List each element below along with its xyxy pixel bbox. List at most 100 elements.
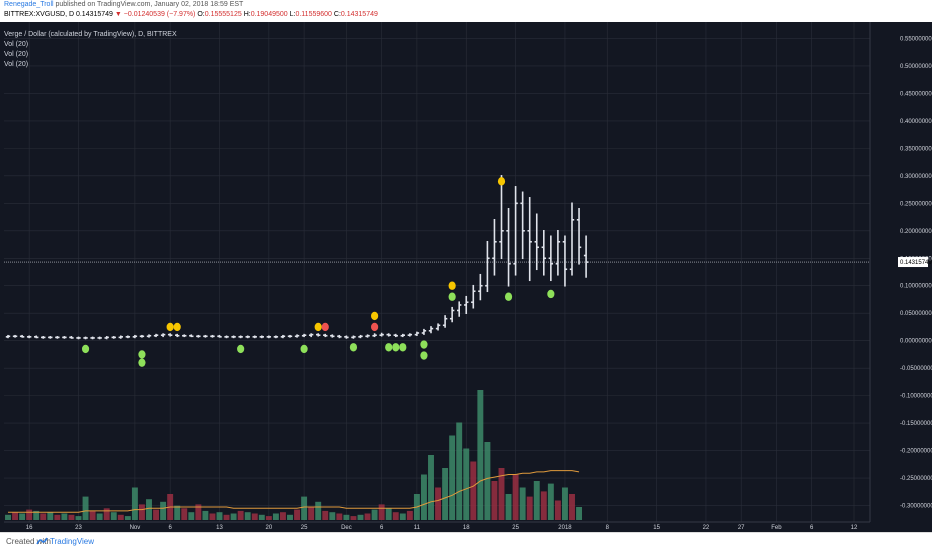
ohlc-bar[interactable] [323,333,328,338]
ohlc-bar[interactable] [478,273,483,301]
ohlc-bar[interactable] [464,295,469,315]
signal-dot-green [547,289,555,299]
ohlc-bar[interactable] [520,191,525,260]
ohlc-bar[interactable] [555,229,561,276]
ohlc-bar[interactable] [48,336,53,339]
ohlc-bar[interactable] [527,197,532,282]
ohlc-bar[interactable] [485,240,490,293]
ohlc-bar[interactable] [273,335,279,339]
ohlc-bar[interactable] [217,334,222,338]
ohlc-bar[interactable] [189,334,194,338]
ohlc-bar[interactable] [69,336,74,339]
volume-bar [329,512,336,520]
ohlc-bar[interactable] [442,315,448,328]
volume-bar [512,474,519,520]
ohlc-bar[interactable] [492,219,497,276]
ohlc-bar[interactable] [175,333,180,338]
ohlc-bar[interactable] [583,235,589,278]
ohlc-bar[interactable] [259,335,264,339]
ohlc-bar[interactable] [576,208,582,265]
ohlc-bar[interactable] [104,336,109,340]
ohlc-bar[interactable] [308,333,314,338]
ohlc-bar[interactable] [153,333,159,338]
ohlc-bar[interactable] [139,334,145,338]
ohlc-bar[interactable] [210,334,215,338]
ohlc-bar[interactable] [330,334,335,338]
ohlc-bar[interactable] [428,326,434,334]
legend-vol-3[interactable]: Vol (20) [4,61,29,68]
ohlc-bar[interactable] [203,334,208,338]
ohlc-bar[interactable] [471,284,476,309]
ohlc-bar[interactable] [83,336,88,340]
ohlc-bar[interactable] [231,335,236,339]
ohlc-bar[interactable] [111,336,116,339]
ohlc-bar[interactable] [266,335,272,339]
ohlc-bar[interactable] [358,334,363,339]
ohlc-bar[interactable] [534,213,539,271]
ohlc-bar[interactable] [499,175,504,260]
ohlc-bar[interactable] [541,229,546,276]
ohlc-bar[interactable] [238,335,243,339]
ohlc-bar[interactable] [393,333,398,338]
ohlc-bar[interactable] [26,335,32,339]
ohlc-bar[interactable] [421,328,427,335]
ohlc-bar[interactable] [457,301,462,317]
ohlc-bar[interactable] [372,333,377,338]
ohlc-bar[interactable] [386,333,391,337]
ohlc-bar[interactable] [287,334,293,338]
ohlc-bar[interactable] [90,336,95,340]
ohlc-bar[interactable] [365,334,370,338]
ohlc-bar[interactable] [548,235,554,282]
ohlc-bar[interactable] [224,335,229,339]
ohlc-bar[interactable] [337,334,342,339]
ohlc-bar[interactable] [41,336,46,339]
legend-vol-1[interactable]: Vol (20) [4,41,29,48]
ohlc-bar[interactable] [5,334,11,339]
ohlc-bar[interactable] [167,333,173,337]
ohlc-bar[interactable] [562,235,568,287]
legend-vol-2[interactable]: Vol (20) [4,51,29,58]
ohlc-bar[interactable] [280,334,286,339]
signal-dot-red [371,322,379,332]
volume-bar [5,514,11,520]
tradingview-brand-link[interactable]: TradingView [50,537,95,546]
volume-bar [456,422,463,520]
ohlc-bar[interactable] [97,336,102,340]
ohlc-bar[interactable] [301,333,307,338]
ohlc-bar[interactable] [34,335,39,339]
ohlc-bar[interactable] [245,335,250,339]
ohlc-bar[interactable] [351,335,356,339]
ohlc-bar[interactable] [414,331,420,336]
ohlc-bar[interactable] [513,186,518,276]
signal-dot-green [138,358,146,367]
ohlc-bar[interactable] [506,208,511,287]
ohlc-bar[interactable] [344,335,349,339]
ohlc-bar[interactable] [19,334,25,338]
ohlc-bar[interactable] [160,333,166,338]
ohlc-bar[interactable] [12,334,18,338]
ohlc-bar[interactable] [146,334,152,338]
ohlc-bar[interactable] [55,336,60,339]
ohlc-bar[interactable] [132,334,138,339]
ohlc-bar[interactable] [449,306,455,323]
ohlc-bar[interactable] [379,332,384,337]
ohlc-bar[interactable] [407,333,413,337]
volume-bar [385,508,392,520]
volume-bar [392,512,399,520]
ohlc-bar[interactable] [316,333,321,337]
ohlc-bar[interactable] [196,334,201,338]
ohlc-bar[interactable] [252,335,257,339]
price-chart[interactable]: 0.55000000 0.50000000 0.45000000 0.40000000… [0,22,932,532]
ohlc-bar[interactable] [125,335,131,339]
ohlc-bar[interactable] [118,335,123,339]
ohlc-bar[interactable] [400,333,405,338]
ohlc-bar[interactable] [182,334,187,338]
y-tick-label: 0.10000000 [900,284,932,290]
ohlc-bar[interactable] [569,202,575,276]
ohlc-bar[interactable] [62,336,67,339]
ohlc-bar[interactable] [435,323,441,331]
author-link[interactable]: Renegade_Troll [4,1,54,8]
ohlc-bar[interactable] [76,336,81,340]
ohlc-bar[interactable] [294,334,300,338]
volume-bar [75,516,82,520]
